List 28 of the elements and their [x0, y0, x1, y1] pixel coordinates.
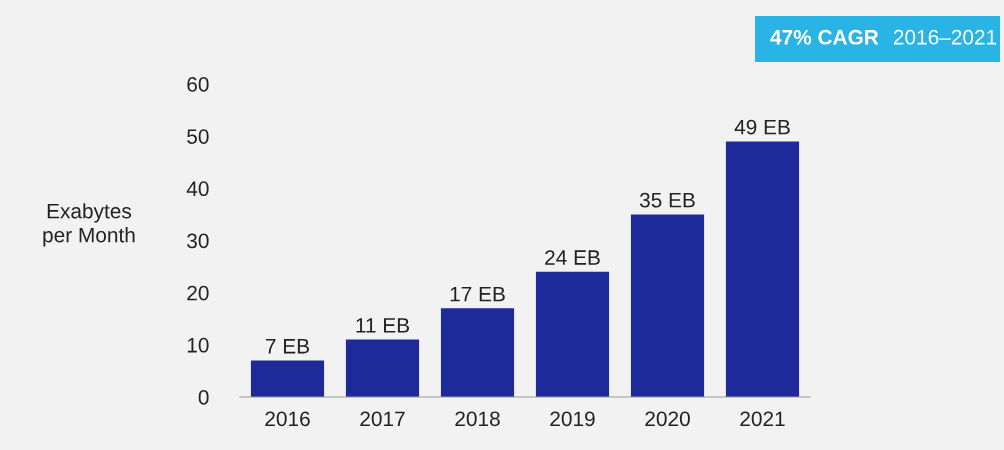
y-tick-label: 40: [186, 181, 209, 197]
bar: [250, 360, 325, 397]
data-label: 49 EB: [734, 119, 790, 135]
data-label: 24 EB: [545, 250, 600, 265]
x-tick-label: 2019: [550, 411, 595, 427]
y-axis-title: Exabytes per Month: [43, 203, 135, 247]
x-tick-label: 2018: [455, 411, 500, 427]
data-label: 35 EB: [639, 192, 695, 208]
y-tick-label: 30: [187, 233, 209, 249]
bar: [630, 214, 705, 397]
x-tick-label: 2016: [265, 411, 310, 427]
bar: [345, 339, 420, 397]
data-label: 7 EB: [265, 339, 309, 354]
data-label: 11 EB: [356, 318, 410, 333]
bar: [440, 308, 515, 397]
bar: [535, 271, 610, 397]
x-tick-label: 2017: [360, 411, 405, 427]
bar: [725, 141, 800, 397]
text: 2016–2021: [893, 29, 997, 45]
y-tick-label: 50: [187, 129, 209, 144]
y-tick-label: 60: [187, 77, 209, 92]
text: 47% CAGR: [770, 29, 879, 45]
x-tick-label: 2020: [645, 411, 690, 427]
y-tick-label: 10: [187, 337, 209, 353]
y-tick-label: 0: [198, 390, 209, 405]
x-tick-label: 2021: [740, 411, 785, 427]
data-label: 17 EB: [450, 286, 505, 302]
y-tick-label: 20: [187, 285, 209, 301]
